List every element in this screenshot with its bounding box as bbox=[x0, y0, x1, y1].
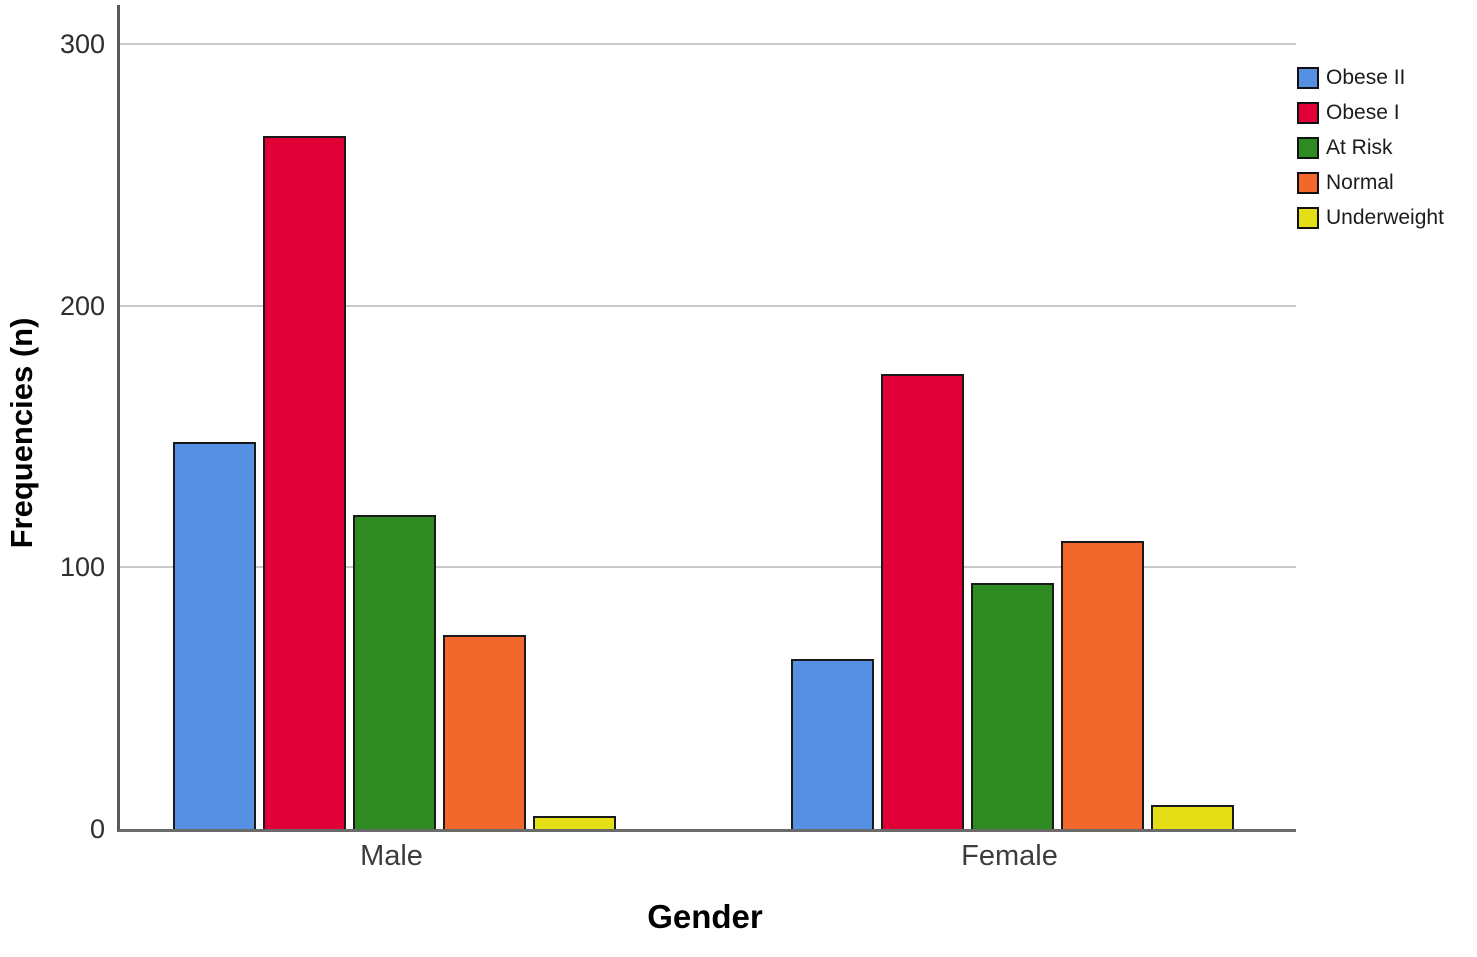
bar-female-at-risk bbox=[971, 583, 1054, 829]
legend: Obese II Obese I At Risk Normal Underweight bbox=[1297, 66, 1444, 241]
legend-item-at-risk: At Risk bbox=[1297, 136, 1444, 159]
legend-label-at-risk: At Risk bbox=[1326, 135, 1393, 159]
gridline-300 bbox=[120, 43, 1296, 46]
plot-area bbox=[117, 5, 1296, 832]
bar-female-obese-i bbox=[881, 374, 964, 829]
bar-female-underweight bbox=[1151, 805, 1234, 829]
legend-swatch-obese-ii bbox=[1297, 66, 1319, 89]
legend-label-normal: Normal bbox=[1326, 170, 1394, 194]
legend-swatch-normal bbox=[1297, 171, 1319, 194]
legend-item-obese-ii: Obese II bbox=[1297, 66, 1444, 89]
bar-female-normal bbox=[1061, 541, 1144, 829]
legend-label-obese-ii: Obese II bbox=[1326, 65, 1406, 89]
gridline-200 bbox=[120, 304, 1296, 307]
y-tick-label-300: 300 bbox=[59, 29, 105, 60]
legend-swatch-underweight bbox=[1297, 206, 1319, 229]
x-tick-label-male: Male bbox=[360, 840, 423, 872]
y-tick-label-200: 200 bbox=[59, 290, 105, 321]
bar-male-obese-ii bbox=[173, 442, 256, 829]
y-tick-label-100: 100 bbox=[59, 552, 105, 583]
bar-male-normal bbox=[443, 635, 526, 829]
legend-swatch-obese-i bbox=[1297, 101, 1319, 124]
gridline-100 bbox=[120, 566, 1296, 569]
y-axis-title: Frequencies (n) bbox=[4, 317, 39, 549]
legend-swatch-at-risk bbox=[1297, 136, 1319, 159]
bar-female-obese-ii bbox=[791, 659, 874, 829]
bar-male-underweight bbox=[533, 816, 616, 829]
bar-male-obese-i bbox=[263, 136, 346, 829]
y-tick-label-0: 0 bbox=[89, 814, 105, 844]
x-tick-label-female: Female bbox=[961, 840, 1058, 872]
bar-male-at-risk bbox=[353, 515, 436, 829]
x-axis-title: Gender bbox=[647, 898, 763, 935]
legend-item-obese-i: Obese I bbox=[1297, 101, 1444, 124]
legend-item-underweight: Underweight bbox=[1297, 206, 1444, 229]
legend-item-normal: Normal bbox=[1297, 171, 1444, 194]
legend-label-obese-i: Obese I bbox=[1326, 100, 1400, 124]
legend-label-underweight: Underweight bbox=[1326, 205, 1444, 229]
